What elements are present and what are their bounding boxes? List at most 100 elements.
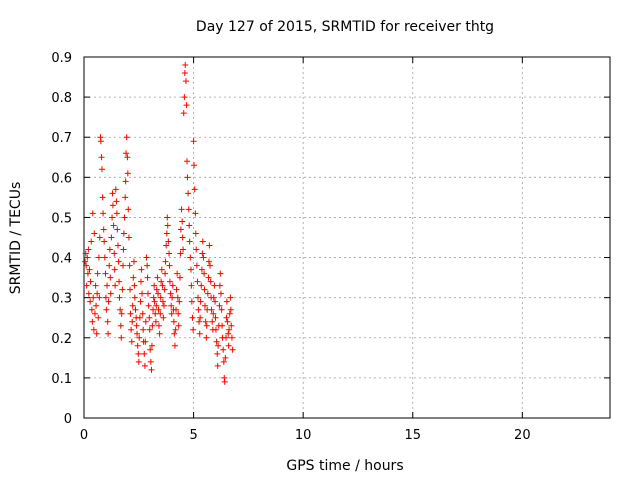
data-point	[189, 314, 196, 321]
data-point	[225, 342, 232, 349]
data-point	[95, 314, 102, 321]
y-tick-label: 0	[64, 412, 72, 427]
data-point	[229, 346, 236, 353]
data-point	[228, 322, 235, 329]
data-point	[91, 230, 98, 237]
data-point	[128, 338, 135, 345]
data-point	[125, 206, 132, 213]
data-point	[196, 330, 203, 337]
data-point	[155, 322, 162, 329]
data-point	[226, 310, 233, 317]
data-point	[173, 286, 180, 293]
data-point	[140, 326, 147, 333]
y-axis-label: SRMTID / TECUs	[8, 182, 24, 295]
data-point	[203, 334, 210, 341]
data-point	[199, 250, 206, 257]
data-point	[227, 306, 234, 313]
data-point	[187, 266, 194, 273]
data-point	[139, 310, 146, 317]
data-point	[124, 170, 131, 177]
data-point	[204, 290, 211, 297]
data-point	[157, 310, 164, 317]
data-point	[215, 342, 222, 349]
data-point	[119, 286, 126, 293]
data-point	[87, 278, 94, 285]
y-tick-label: 0.1	[51, 372, 72, 387]
data-point	[96, 234, 103, 241]
data-point	[138, 266, 145, 273]
data-point	[212, 326, 219, 333]
data-point	[213, 338, 220, 345]
data-point	[214, 362, 221, 369]
data-point	[120, 230, 127, 237]
x-tick-label: 5	[189, 428, 197, 443]
data-point	[166, 262, 173, 269]
data-point	[201, 270, 208, 277]
data-point	[149, 322, 156, 329]
data-point	[218, 306, 225, 313]
data-point	[93, 330, 100, 337]
data-point	[100, 226, 107, 233]
y-tick-label: 0.6	[51, 171, 72, 186]
data-point	[169, 294, 176, 301]
data-point	[123, 150, 130, 157]
data-point	[103, 306, 110, 313]
chart-title: Day 127 of 2015, SRMTID for receiver tht…	[196, 19, 494, 35]
data-point	[177, 250, 184, 257]
y-tick-label: 0.4	[51, 252, 72, 267]
data-point	[134, 342, 141, 349]
data-point	[182, 62, 189, 69]
data-point	[228, 334, 235, 341]
data-point	[155, 306, 162, 313]
data-point	[85, 246, 92, 253]
data-point	[216, 282, 223, 289]
data-point	[95, 254, 102, 261]
y-tick-label: 0.5	[51, 211, 72, 226]
data-point	[127, 286, 134, 293]
data-point	[185, 190, 192, 197]
data-point	[179, 234, 186, 241]
data-point	[147, 346, 154, 353]
data-point	[172, 326, 179, 333]
data-point	[84, 254, 91, 261]
data-point	[165, 238, 172, 245]
data-point	[193, 246, 200, 253]
data-point	[178, 206, 185, 213]
data-point	[120, 246, 127, 253]
data-point	[104, 282, 111, 289]
data-point	[141, 362, 148, 369]
data-point	[186, 222, 193, 229]
data-point	[92, 282, 99, 289]
data-point	[208, 306, 215, 313]
data-point	[91, 310, 98, 317]
data-point	[93, 302, 100, 309]
data-point	[145, 302, 152, 309]
data-point	[135, 358, 142, 365]
data-point	[90, 326, 97, 333]
data-point	[139, 290, 146, 297]
data-point	[180, 246, 187, 253]
data-point	[84, 270, 91, 277]
data-point	[205, 258, 212, 265]
data-point	[167, 290, 174, 297]
data-point	[104, 318, 111, 325]
data-point	[88, 306, 95, 313]
data-point	[174, 270, 181, 277]
data-point	[217, 290, 224, 297]
data-point	[163, 230, 170, 237]
points-layer	[82, 62, 236, 385]
data-point	[110, 222, 117, 229]
y-tick-label: 0.2	[51, 332, 72, 347]
data-point	[209, 318, 216, 325]
data-point	[94, 270, 101, 277]
x-tick-label: 15	[404, 428, 421, 443]
data-point	[87, 298, 94, 305]
data-point	[197, 298, 204, 305]
data-point	[180, 110, 187, 117]
data-point	[171, 330, 178, 337]
data-point	[83, 262, 90, 269]
data-point	[153, 302, 160, 309]
grid-layer	[84, 57, 610, 418]
data-point	[130, 274, 137, 281]
data-point	[176, 298, 183, 305]
